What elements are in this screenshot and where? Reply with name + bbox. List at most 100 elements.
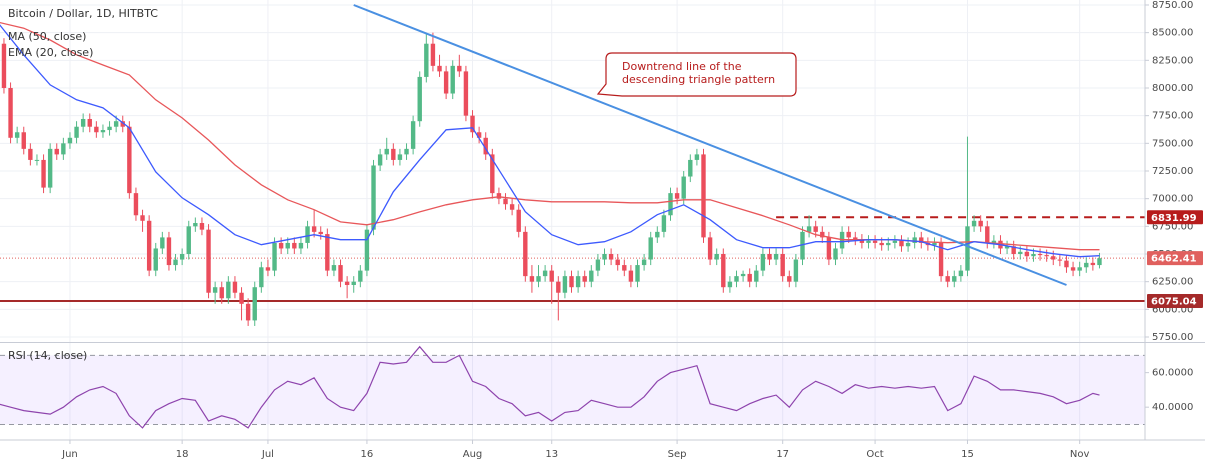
- candle-body: [107, 126, 112, 131]
- candle-body: [1097, 258, 1102, 266]
- candle-body: [1070, 267, 1076, 271]
- candle-body: [958, 270, 964, 277]
- candle-body: [899, 240, 904, 247]
- candle-body: [773, 254, 779, 260]
- candle-body: [1057, 259, 1063, 261]
- candle-body: [1037, 254, 1043, 256]
- y-tick-label: 7750.00: [1152, 111, 1193, 122]
- candle-body: [542, 270, 548, 277]
- trend-line: [353, 4, 1067, 286]
- candle-body: [74, 126, 79, 138]
- candle-body: [463, 71, 469, 116]
- candle-body: [120, 121, 125, 127]
- candle-body: [443, 71, 449, 94]
- candle-body: [87, 118, 92, 127]
- candle-body: [226, 281, 231, 299]
- candle-body: [727, 281, 733, 288]
- annotation-text: Downtrend line of the: [622, 60, 742, 73]
- candle-body: [707, 237, 713, 260]
- candle-body: [212, 287, 218, 293]
- candle-body: [740, 273, 746, 277]
- candle-body: [1090, 262, 1096, 266]
- y-tick-label: 7500.00: [1152, 138, 1193, 149]
- candle-body: [245, 303, 251, 321]
- level-label-box: [1147, 210, 1203, 225]
- indicator-line: [0, 24, 1100, 258]
- y-tick-label: 6000.00: [1152, 304, 1193, 315]
- candle-body: [146, 220, 152, 271]
- candle-body: [628, 270, 634, 282]
- candle-body: [397, 154, 403, 160]
- candle-body: [859, 239, 865, 243]
- candle-body: [879, 242, 884, 246]
- x-tick-label: Aug: [463, 449, 483, 460]
- y-tick-label: 6750.00: [1152, 221, 1193, 232]
- candle-body: [912, 237, 917, 243]
- candle-body: [311, 226, 317, 232]
- candle-body: [113, 121, 119, 127]
- candle-body: [298, 242, 304, 249]
- candle-body: [635, 265, 640, 282]
- candle-body: [681, 176, 686, 199]
- indicator-line: [0, 21, 1100, 251]
- candle-body: [523, 231, 528, 277]
- candle-body: [872, 240, 878, 243]
- candle-body: [278, 242, 284, 249]
- y-tick-label: 6250.00: [1152, 277, 1193, 288]
- candle-body: [787, 276, 792, 282]
- candle-body: [516, 209, 521, 232]
- x-tick-label: 13: [545, 449, 558, 460]
- candle-body: [21, 132, 26, 149]
- candle-body: [780, 254, 785, 277]
- candle-body: [94, 126, 99, 133]
- candle-body: [919, 237, 924, 243]
- candle-body: [1018, 251, 1023, 255]
- candle-body: [437, 65, 442, 72]
- x-tick-label: Jun: [61, 449, 78, 460]
- candle-body: [714, 254, 719, 260]
- grid: [0, 0, 1145, 440]
- candle-body: [608, 254, 614, 260]
- candle-body: [344, 281, 350, 285]
- candle-body: [767, 254, 772, 260]
- candle-body: [582, 276, 587, 282]
- candle-body: [991, 240, 997, 243]
- candle-body: [47, 148, 53, 188]
- candle-body: [562, 276, 568, 293]
- candle-body: [193, 223, 198, 227]
- annotation-text: descending triangle pattern: [622, 73, 775, 86]
- candle-body: [483, 137, 488, 155]
- candle-body: [371, 165, 376, 230]
- candle-body: [985, 226, 990, 243]
- candle-body: [285, 242, 290, 249]
- candle-body: [252, 287, 257, 321]
- x-tick-label: Sep: [668, 449, 687, 460]
- rsi-title: RSI (14, close): [8, 349, 87, 362]
- rsi-line: [0, 345, 1100, 429]
- level-label: 6462.41: [1151, 254, 1197, 265]
- y-tick-label: 40.0000: [1152, 402, 1193, 413]
- x-tick-label: Nov: [1070, 449, 1090, 460]
- candle-body: [351, 281, 356, 285]
- candle-body: [496, 193, 502, 199]
- candle-body: [1051, 256, 1056, 260]
- level-label-box: [1147, 251, 1203, 266]
- candle-body: [826, 237, 832, 260]
- candle-body: [206, 229, 211, 293]
- candle-body: [186, 226, 191, 255]
- x-tick-label: Jul: [261, 449, 274, 460]
- candle-body: [338, 265, 343, 282]
- candle-body: [595, 259, 601, 271]
- candle-body: [153, 248, 158, 271]
- x-tick-label: 18: [176, 449, 189, 460]
- candle-body: [160, 237, 165, 249]
- candle-body: [793, 259, 799, 282]
- candle-body: [384, 148, 389, 155]
- candle-body: [470, 115, 475, 133]
- candle-body: [100, 130, 106, 133]
- candle-body: [133, 193, 139, 216]
- candle-body: [457, 65, 462, 72]
- candle-body: [54, 148, 59, 155]
- y-tick-label: 8500.00: [1152, 28, 1193, 39]
